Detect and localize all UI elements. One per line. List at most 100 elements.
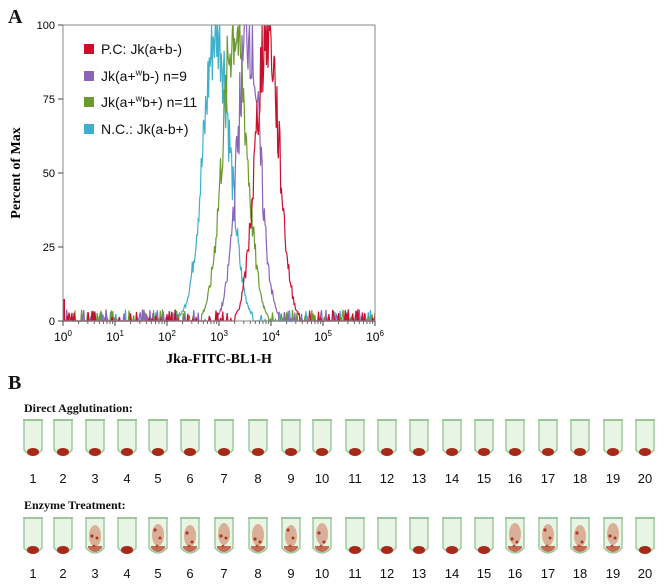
- y-tick-label: 50: [43, 168, 55, 180]
- y-axis-label: Percent of Max: [9, 127, 24, 218]
- test-tube: [212, 418, 236, 467]
- tube-number: 3: [91, 471, 99, 486]
- tube-number: 10: [314, 471, 330, 486]
- tube-number: 7: [220, 471, 228, 486]
- tube-number: 4: [123, 566, 131, 581]
- legend-item-jk-aw-b-minus: Jk(a+wb-) n=9: [84, 63, 197, 90]
- test-tube: [279, 418, 303, 467]
- x-tick-label: 106: [366, 329, 384, 344]
- test-tube: [310, 418, 334, 467]
- legend-item-nc: N.C.: Jk(a-b+): [84, 116, 197, 143]
- tube-number: 11: [348, 471, 362, 486]
- test-tube: [51, 418, 75, 467]
- legend-item-pc: P.C: Jk(a+b-): [84, 36, 197, 63]
- tube-number: 14: [444, 471, 460, 486]
- test-tube: [375, 418, 399, 467]
- test-tube: [343, 516, 367, 565]
- test-tube: [343, 418, 367, 467]
- test-tube: [375, 516, 399, 565]
- legend-swatch-jk-aw-b-minus: [84, 70, 94, 81]
- tube-number: 2: [59, 471, 67, 486]
- tube-number: 7: [220, 566, 228, 581]
- test-tube: [21, 516, 45, 565]
- tube-number: 15: [476, 471, 492, 486]
- y-tick-label: 0: [49, 316, 55, 328]
- test-tube: [407, 516, 431, 565]
- test-tube: [503, 516, 527, 565]
- test-tube: [83, 516, 107, 565]
- test-tube: [536, 516, 560, 565]
- panel-b-label: B: [8, 372, 22, 394]
- legend-swatch-pc: [84, 44, 94, 55]
- legend-text-nc: N.C.: Jk(a-b+): [101, 120, 189, 137]
- tube-number: 18: [572, 471, 588, 486]
- x-tick-label: 105: [314, 329, 332, 344]
- tube-number: 19: [605, 566, 621, 581]
- tube-number: 15: [476, 566, 492, 581]
- legend-swatch-jk-aw-b-plus: [84, 97, 94, 108]
- legend-text-pc: P.C: Jk(a+b-): [101, 41, 183, 58]
- test-tube: [115, 418, 139, 467]
- test-tube: [146, 418, 170, 467]
- chart-legend: P.C: Jk(a+b-) Jk(a+wb-) n=9 Jk(a+wb+) n=…: [84, 36, 197, 142]
- test-tube: [568, 516, 592, 565]
- tube-number: 8: [254, 566, 262, 581]
- x-tick-label: 100: [54, 329, 72, 344]
- test-tube: [407, 418, 431, 467]
- test-tube: [536, 418, 560, 467]
- test-tube: [440, 516, 464, 565]
- test-tube: [51, 516, 75, 565]
- test-tube: [310, 516, 334, 565]
- tube-number: 1: [29, 566, 37, 581]
- test-tube: [279, 516, 303, 565]
- enzyme-treatment-title: Enzyme Treatment:: [24, 498, 126, 512]
- legend-item-jk-aw-b-plus: Jk(a+wb+) n=11: [84, 89, 197, 116]
- test-tube: [472, 418, 496, 467]
- tube-number: 2: [59, 566, 67, 581]
- test-tube: [21, 418, 45, 467]
- tube-number: 14: [444, 566, 460, 581]
- tube-number: 11: [348, 566, 362, 581]
- test-tube: [633, 516, 657, 565]
- tube-number: 9: [287, 566, 295, 581]
- tube-number: 9: [287, 471, 295, 486]
- y-tick-label: 100: [37, 20, 55, 32]
- x-tick-label: 102: [158, 329, 176, 344]
- panel-a-label: A: [8, 6, 23, 28]
- tube-number: 6: [186, 566, 194, 581]
- test-tube: [503, 418, 527, 467]
- test-tube: [568, 418, 592, 467]
- tube-number: 13: [411, 471, 427, 486]
- tube-number: 18: [572, 566, 588, 581]
- tube-number: 6: [186, 471, 194, 486]
- tube-number: 16: [507, 566, 523, 581]
- tube-number: 20: [637, 566, 653, 581]
- tube-number: 13: [411, 566, 427, 581]
- test-tube: [246, 516, 270, 565]
- axis-layer: 100 101 102 103 104 105 106 0 25 50 75 100: [37, 20, 385, 344]
- x-tick-label: 103: [210, 329, 228, 344]
- direct-agglutination-title: Direct Agglutination:: [24, 401, 133, 415]
- test-tube: [601, 418, 625, 467]
- tube-number: 17: [540, 566, 556, 581]
- tube-number: 17: [540, 471, 556, 486]
- test-tube: [633, 418, 657, 467]
- test-tube: [146, 516, 170, 565]
- tube-number: 19: [605, 471, 621, 486]
- tube-number: 20: [637, 471, 653, 486]
- y-tick-label: 75: [43, 94, 55, 106]
- legend-text-jk-aw-b-plus: Jk(a+wb+) n=11: [101, 93, 198, 111]
- tube-number: 10: [314, 566, 330, 581]
- test-tube: [440, 418, 464, 467]
- tube-number: 8: [254, 471, 262, 486]
- test-tube: [83, 418, 107, 467]
- histogram-chart: 100 101 102 103 104 105 106 0 25 50 75 100 Percent …: [9, 20, 385, 367]
- tube-number: 1: [29, 471, 37, 486]
- x-tick-label: 104: [262, 329, 280, 344]
- y-tick-label: 25: [43, 242, 55, 254]
- tube-number: 4: [123, 471, 131, 486]
- tube-number: 3: [91, 566, 99, 581]
- test-tube: [212, 516, 236, 565]
- test-tube: [472, 516, 496, 565]
- tube-number: 5: [154, 471, 162, 486]
